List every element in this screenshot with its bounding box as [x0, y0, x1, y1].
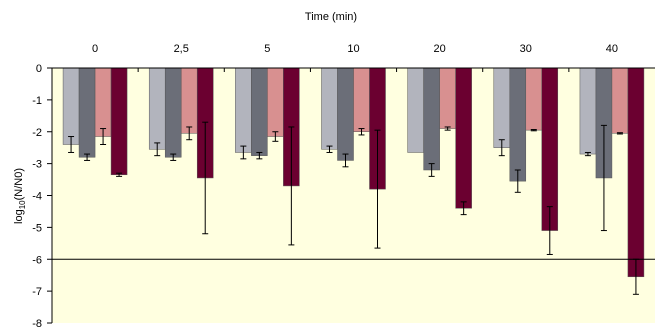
bar	[579, 67, 597, 155]
bar	[423, 67, 440, 171]
y-tick-label: -1	[32, 95, 42, 107]
y-axis-label: log10(N/N0)	[13, 168, 27, 224]
x-tick-label: 0	[92, 43, 98, 55]
bar	[78, 67, 96, 158]
bar	[627, 67, 645, 278]
y-tick-label: -4	[32, 191, 42, 203]
y-tick-label: -8	[32, 318, 42, 329]
bar	[509, 67, 527, 182]
bar	[337, 67, 354, 161]
bar	[611, 67, 629, 134]
x-tick-label: 40	[606, 43, 618, 55]
bar	[164, 67, 182, 158]
x-tick-label: 30	[520, 43, 532, 55]
bar	[353, 67, 370, 132]
bar	[407, 67, 424, 153]
x-tick-label: 5	[264, 43, 270, 55]
y-tick-label: -7	[32, 286, 42, 298]
bar	[455, 67, 472, 209]
x-tick-label: 2,5	[174, 43, 189, 55]
bar	[94, 67, 112, 137]
x-tick-label: 10	[347, 43, 359, 55]
bar	[439, 67, 456, 129]
bar	[148, 67, 166, 150]
y-tick-label: -5	[32, 222, 42, 234]
bar	[267, 67, 284, 137]
bar	[321, 67, 338, 150]
chart-title: Time (min)	[305, 11, 357, 23]
bar	[180, 67, 198, 134]
bar	[235, 67, 252, 153]
bar	[110, 67, 128, 176]
x-tick-label: 20	[434, 43, 446, 55]
bar	[251, 67, 268, 156]
bar	[62, 67, 80, 145]
y-tick-label: -6	[32, 254, 42, 266]
y-tick-label: -3	[32, 159, 42, 171]
bar	[493, 67, 511, 148]
y-tick-label: -2	[32, 127, 42, 139]
y-tick-label: 0	[36, 63, 42, 75]
bar	[525, 67, 543, 131]
